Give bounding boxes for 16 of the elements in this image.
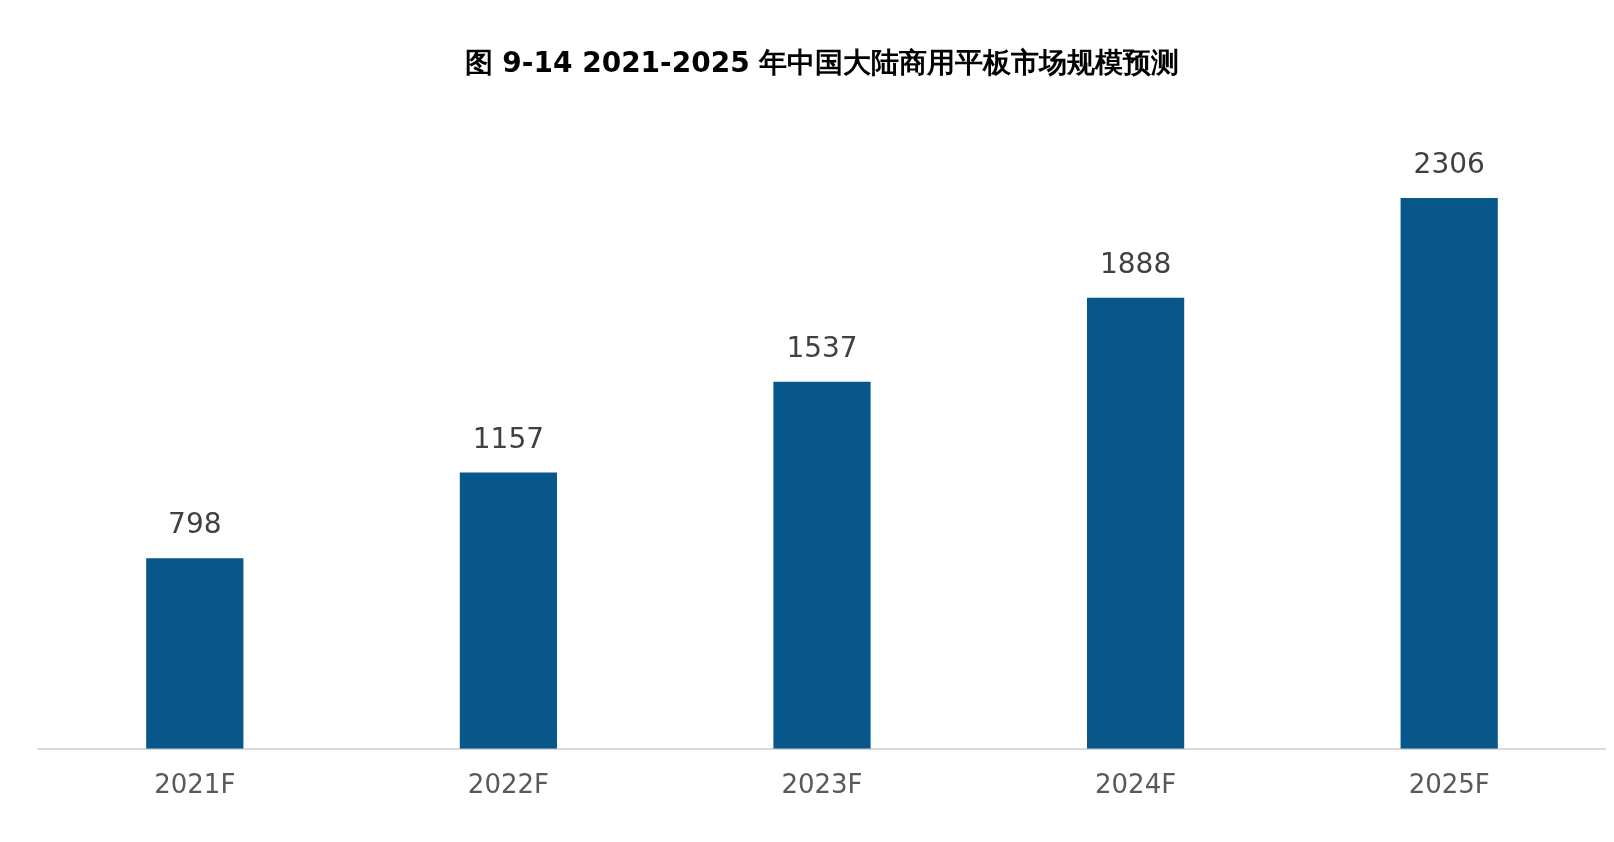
data-label: 1537 bbox=[786, 330, 858, 364]
data-label: 1157 bbox=[472, 421, 545, 455]
bar bbox=[1086, 297, 1185, 749]
x-tick-label: 2023F bbox=[781, 769, 863, 800]
bar bbox=[459, 472, 558, 749]
x-tick-label: 2024F bbox=[1095, 769, 1177, 800]
chart-title: 图 9-14 2021-2025 年中国大陆商用平板市场规模预测 bbox=[464, 46, 1180, 80]
bar bbox=[1400, 197, 1498, 749]
data-label: 1888 bbox=[1099, 247, 1172, 281]
x-tick-label: 2021F bbox=[154, 769, 236, 800]
x-tick-label: 2025F bbox=[1408, 769, 1490, 800]
x-tick-label: 2022F bbox=[467, 769, 549, 800]
bar bbox=[773, 381, 871, 749]
data-label: 2306 bbox=[1413, 147, 1485, 181]
bar bbox=[146, 558, 244, 749]
data-label: 798 bbox=[168, 507, 222, 541]
